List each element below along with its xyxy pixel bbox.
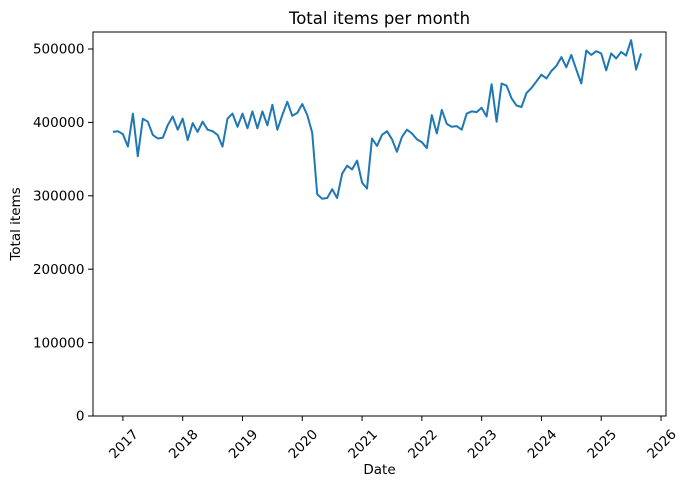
y-tick-label: 300000	[33, 189, 85, 205]
y-tick-label: 100000	[33, 335, 85, 351]
x-tick-label: 2024	[525, 427, 561, 463]
x-tick-label: 2021	[345, 427, 381, 463]
plot-area	[92, 31, 667, 417]
x-tick-label: 2026	[644, 427, 680, 463]
y-tick-label: 0	[76, 409, 85, 425]
x-axis-label: Date	[363, 462, 395, 478]
x-tick-label: 2022	[405, 427, 441, 463]
x-tick-label: 2019	[226, 427, 262, 463]
y-axis-label: Total items	[8, 187, 24, 261]
x-ticks: 2017 2018 2019 2020 2021 2022 2023 2024 2025 2026	[106, 416, 680, 462]
y-tick-label: 500000	[33, 42, 85, 58]
y-ticks: 0 100000 200000 300000 400000 500000	[33, 42, 93, 425]
y-tick-label: 400000	[33, 115, 85, 131]
data-line	[112, 39, 643, 200]
chart-title: Total items per month	[288, 9, 470, 28]
x-tick-label: 2017	[106, 427, 142, 463]
x-tick-label: 2018	[166, 427, 202, 463]
x-tick-label: 2023	[465, 427, 501, 463]
x-tick-label: 2020	[286, 427, 322, 463]
x-tick-label: 2025	[584, 427, 620, 463]
y-tick-label: 200000	[33, 262, 85, 278]
